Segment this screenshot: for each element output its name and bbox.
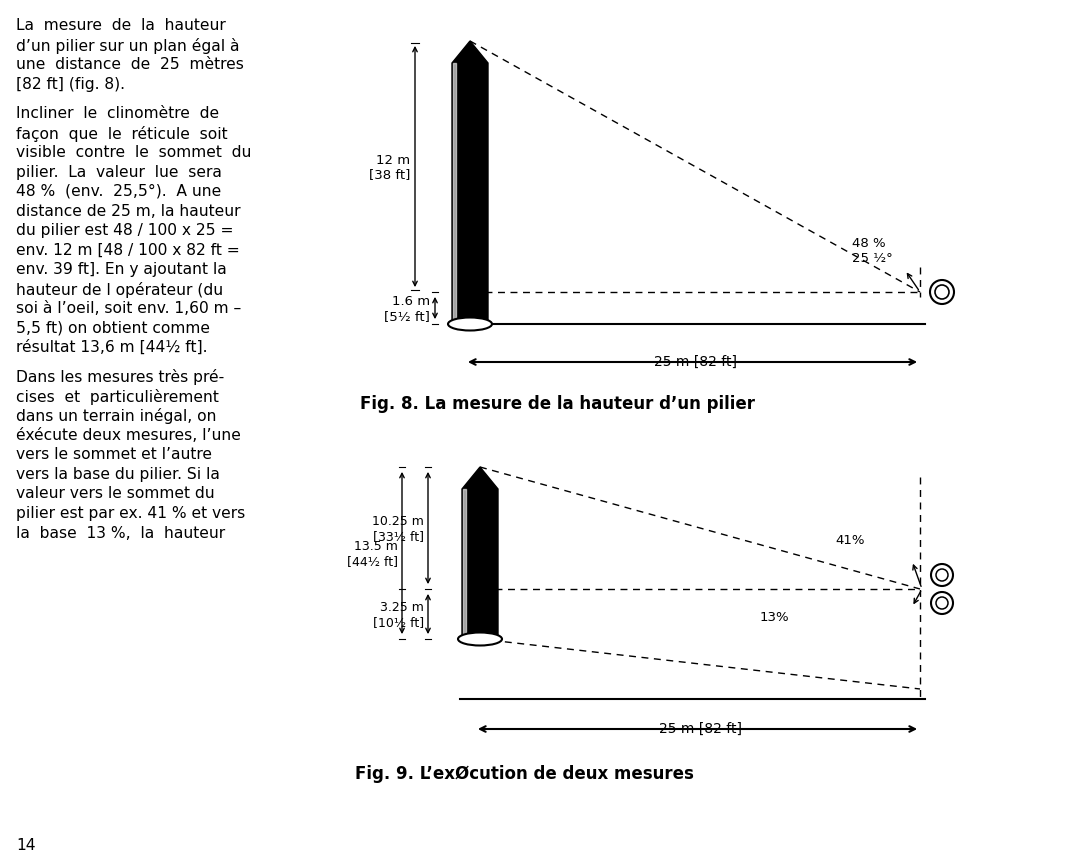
Text: 41%: 41% (835, 533, 864, 546)
Text: 1.6 m
[5½ ft]: 1.6 m [5½ ft] (384, 294, 430, 322)
Text: 48 %  (env.  25,5°).  A une: 48 % (env. 25,5°). A une (16, 183, 221, 199)
Text: 25 m [82 ft]: 25 m [82 ft] (653, 355, 737, 368)
Text: soi à l’oeil, soit env. 1,60 m –: soi à l’oeil, soit env. 1,60 m – (16, 300, 241, 316)
Text: dans un terrain inégal, on: dans un terrain inégal, on (16, 408, 216, 424)
Text: Incliner  le  clinomètre  de: Incliner le clinomètre de (16, 106, 219, 121)
Text: pilier.  La  valeur  lue  sera: pilier. La valeur lue sera (16, 165, 221, 179)
Text: façon  que  le  réticule  soit: façon que le réticule soit (16, 125, 228, 142)
Ellipse shape (448, 318, 492, 331)
Polygon shape (462, 467, 498, 639)
Text: distance de 25 m, la hauteur: distance de 25 m, la hauteur (16, 203, 241, 218)
Text: une  distance  de  25  mètres: une distance de 25 mètres (16, 57, 244, 72)
Text: La  mesure  de  la  hauteur: La mesure de la hauteur (16, 18, 226, 33)
Text: Fig. 8. La mesure de la hauteur d’un pilier: Fig. 8. La mesure de la hauteur d’un pil… (360, 395, 755, 413)
Text: vers le sommet et l’autre: vers le sommet et l’autre (16, 447, 212, 462)
Ellipse shape (458, 633, 502, 646)
Text: éxécute deux mesures, l’une: éxécute deux mesures, l’une (16, 427, 241, 443)
Text: [82 ft] (fig. 8).: [82 ft] (fig. 8). (16, 77, 125, 91)
Text: 12 m
[38 ft]: 12 m [38 ft] (368, 154, 410, 182)
Text: cises  et  particulièrement: cises et particulièrement (16, 389, 219, 404)
Polygon shape (453, 42, 488, 325)
Text: 3.25 m
[10½ ft]: 3.25 m [10½ ft] (373, 601, 424, 629)
Text: 25 m [82 ft]: 25 m [82 ft] (659, 721, 742, 735)
Text: d’un pilier sur un plan égal à: d’un pilier sur un plan égal à (16, 38, 240, 54)
Text: du pilier est 48 / 100 x 25 =: du pilier est 48 / 100 x 25 = (16, 223, 233, 238)
Text: hauteur de l opérateur (du: hauteur de l opérateur (du (16, 281, 224, 297)
Text: 13.5 m
[44½ ft]: 13.5 m [44½ ft] (347, 539, 399, 567)
Text: résultat 13,6 m [44½ ft].: résultat 13,6 m [44½ ft]. (16, 339, 207, 355)
Text: 13%: 13% (760, 611, 789, 624)
Text: vers la base du pilier. Si la: vers la base du pilier. Si la (16, 467, 220, 481)
Text: 5,5 ft) on obtient comme: 5,5 ft) on obtient comme (16, 320, 210, 335)
Text: la  base  13 %,  la  hauteur: la base 13 %, la hauteur (16, 525, 225, 540)
Text: 14: 14 (16, 837, 36, 852)
Text: visible  contre  le  sommet  du: visible contre le sommet du (16, 145, 252, 160)
Text: env. 39 ft]. En y ajoutant la: env. 39 ft]. En y ajoutant la (16, 262, 227, 276)
Text: env. 12 m [48 / 100 x 82 ft =: env. 12 m [48 / 100 x 82 ft = (16, 242, 240, 258)
Text: Fig. 9. L’exØcution de deux mesures: Fig. 9. L’exØcution de deux mesures (355, 764, 693, 782)
Text: pilier est par ex. 41 % et vers: pilier est par ex. 41 % et vers (16, 506, 245, 520)
Text: 48 %
25 ½°: 48 % 25 ½° (852, 237, 893, 264)
Text: Dans les mesures très pré-: Dans les mesures très pré- (16, 369, 225, 385)
Text: valeur vers le sommet du: valeur vers le sommet du (16, 486, 215, 501)
Text: 10.25 m
[33½ ft]: 10.25 m [33½ ft] (373, 514, 424, 543)
